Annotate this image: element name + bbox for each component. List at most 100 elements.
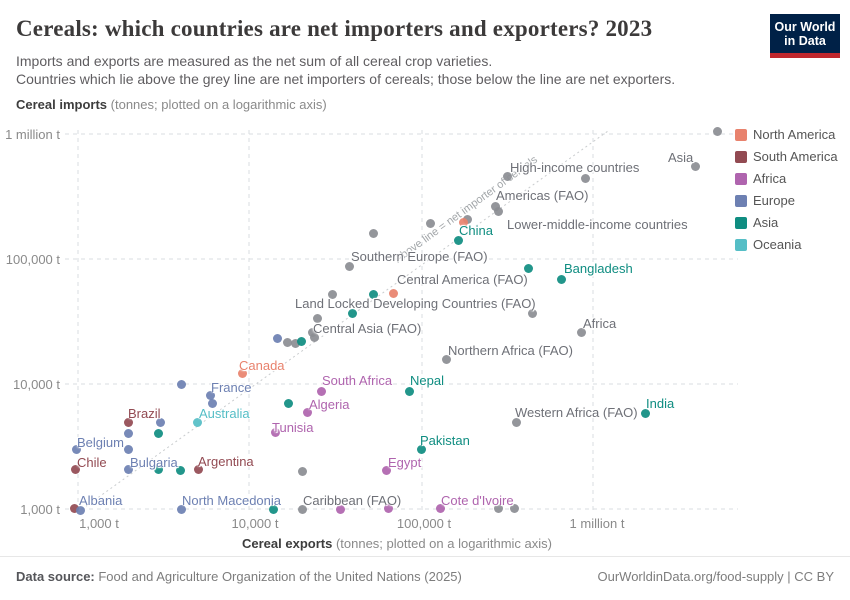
- data-point-australia[interactable]: [192, 417, 202, 427]
- data-point-albania[interactable]: [75, 505, 85, 515]
- parity-line: [77, 130, 609, 513]
- point-label-americas-fao-: Americas (FAO): [496, 188, 589, 203]
- data-point[interactable]: [207, 398, 217, 408]
- data-point[interactable]: [493, 206, 503, 216]
- data-point[interactable]: [458, 217, 468, 227]
- point-label-asia: Asia: [668, 150, 694, 165]
- legend-item-africa[interactable]: Africa: [735, 171, 838, 186]
- x-tick-label: 10,000 t: [231, 516, 279, 531]
- point-label-canada: Canada: [239, 358, 285, 373]
- data-point-northern-africa-fao-[interactable]: [441, 354, 451, 364]
- data-point[interactable]: [312, 313, 322, 323]
- y-tick-label: 1,000 t: [20, 502, 60, 517]
- x-tick-label: 1 million t: [569, 516, 625, 531]
- legend-item-asia[interactable]: Asia: [735, 215, 838, 230]
- data-point[interactable]: [123, 428, 133, 438]
- data-point-argentina[interactable]: [193, 464, 203, 474]
- data-point-high-income-countries[interactable]: [502, 171, 512, 181]
- legend: North America South America Africa Europe As…: [735, 127, 838, 252]
- data-point[interactable]: [712, 126, 722, 136]
- data-point-central-asia-fao-[interactable]: [307, 327, 317, 337]
- data-point[interactable]: [383, 503, 393, 513]
- data-point-caribbean-fao-[interactable]: [297, 504, 307, 514]
- data-point[interactable]: [388, 288, 398, 298]
- data-point[interactable]: [123, 444, 133, 454]
- data-point[interactable]: [155, 417, 165, 427]
- data-point-bulgaria[interactable]: [123, 464, 133, 474]
- chart-subtitle-line2: Countries which lie above the grey line …: [16, 71, 676, 87]
- point-label-central-america-fao-: Central America (FAO): [397, 272, 528, 287]
- point-label-cote-d-ivoire: Cote d'Ivoire: [441, 493, 514, 508]
- data-point[interactable]: [509, 503, 519, 513]
- data-point[interactable]: [176, 379, 186, 389]
- data-point[interactable]: [175, 465, 185, 475]
- data-point-brazil[interactable]: [123, 417, 133, 427]
- legend-item-south_america[interactable]: South America: [735, 149, 838, 164]
- data-point-china[interactable]: [453, 235, 463, 245]
- x-axis-title: Cereal exports (tonnes; plotted on a log…: [0, 536, 794, 551]
- data-point[interactable]: [523, 263, 533, 273]
- point-label-south-africa: South Africa: [322, 373, 393, 388]
- data-point[interactable]: [580, 173, 590, 183]
- data-point[interactable]: [153, 464, 163, 474]
- point-label-lower-middle-income-countries: Lower-middle-income countries: [507, 217, 688, 232]
- legend-label: Africa: [753, 171, 787, 186]
- data-point-pakistan[interactable]: [416, 444, 426, 454]
- data-source-label: Data source:: [16, 569, 95, 584]
- owid-logo-line1: Our World: [774, 19, 836, 34]
- legend-swatch-asia: [735, 216, 747, 229]
- data-point-nepal[interactable]: [404, 386, 414, 396]
- data-point[interactable]: [493, 503, 503, 513]
- credit-link[interactable]: OurWorldinData.org/food-supply | CC BY: [597, 569, 834, 584]
- data-point[interactable]: [283, 398, 293, 408]
- point-label-northern-africa-fao-: Northern Africa (FAO): [448, 343, 573, 358]
- data-point-asia[interactable]: [690, 161, 700, 171]
- data-point-egypt[interactable]: [381, 465, 391, 475]
- data-point-cote-d-ivoire[interactable]: [435, 503, 445, 513]
- x-tick-label: 1,000 t: [79, 516, 119, 531]
- data-point[interactable]: [309, 332, 319, 342]
- data-point[interactable]: [282, 337, 292, 347]
- point-label-france: France: [211, 380, 252, 395]
- owid-logo[interactable]: Our World in Data: [770, 14, 840, 58]
- data-point-bangladesh[interactable]: [556, 274, 566, 284]
- point-label-southern-europe-fao-: Southern Europe (FAO): [351, 249, 488, 264]
- data-point[interactable]: [347, 308, 357, 318]
- data-point[interactable]: [335, 504, 345, 514]
- legend-item-oceania[interactable]: Oceania: [735, 237, 838, 252]
- y-axis-title: Cereal imports (tonnes; plotted on a log…: [16, 97, 327, 112]
- data-point-western-africa-fao-[interactable]: [511, 417, 521, 427]
- legend-item-europe[interactable]: Europe: [735, 193, 838, 208]
- data-point-belgium[interactable]: [71, 444, 81, 454]
- data-point[interactable]: [290, 338, 300, 348]
- data-point[interactable]: [368, 228, 378, 238]
- data-point[interactable]: [368, 289, 378, 299]
- data-point[interactable]: [296, 336, 306, 346]
- data-point-southern-europe-fao-[interactable]: [344, 261, 354, 271]
- data-point[interactable]: [297, 466, 307, 476]
- legend-item-north_america[interactable]: North America: [735, 127, 838, 142]
- data-point[interactable]: [153, 428, 163, 438]
- data-point[interactable]: [425, 218, 435, 228]
- data-point-americas-fao-[interactable]: [490, 201, 500, 211]
- data-point-france[interactable]: [205, 390, 215, 400]
- data-point-land-locked-developing-countries-fao-[interactable]: [527, 308, 537, 318]
- y-axis-title-bold: Cereal imports: [16, 97, 108, 112]
- data-point-india[interactable]: [640, 408, 650, 418]
- data-point[interactable]: [272, 333, 282, 343]
- data-point-africa[interactable]: [576, 327, 586, 337]
- legend-swatch-oceania: [735, 238, 747, 251]
- data-point[interactable]: [69, 503, 79, 513]
- point-label-chile: Chile: [77, 455, 107, 470]
- data-point-chile[interactable]: [70, 464, 80, 474]
- point-label-central-asia-fao-: Central Asia (FAO): [313, 321, 422, 336]
- data-point-north-macedonia[interactable]: [176, 504, 186, 514]
- data-point-central-america-fao-[interactable]: [327, 289, 337, 299]
- x-axis-title-bold: Cereal exports: [242, 536, 333, 551]
- data-point-canada[interactable]: [237, 368, 247, 378]
- data-point[interactable]: [268, 504, 278, 514]
- data-point-algeria[interactable]: [302, 407, 312, 417]
- data-point-tunisia[interactable]: [270, 427, 280, 437]
- data-point-south-africa[interactable]: [316, 386, 326, 396]
